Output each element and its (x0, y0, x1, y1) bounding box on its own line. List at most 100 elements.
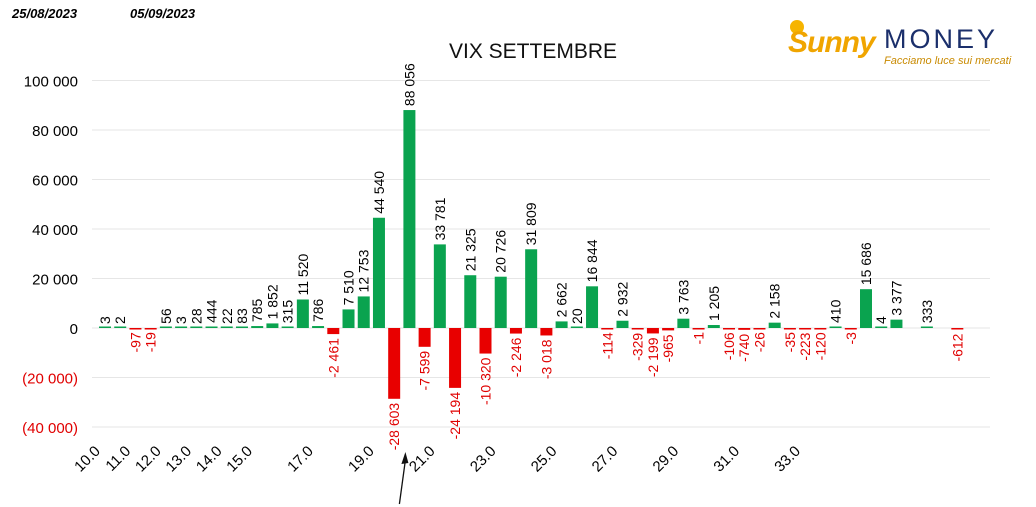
bar (327, 328, 340, 335)
y-tick-label: 100 000 (24, 74, 78, 91)
bar (190, 326, 203, 328)
bar-value-label: -612 (949, 333, 965, 361)
x-tick-label: 23.0 (467, 443, 500, 476)
bar-value-label: 16 844 (584, 239, 600, 282)
x-tick-label: 19.0 (345, 443, 378, 476)
arrow-shaft (398, 459, 407, 505)
bar (677, 318, 690, 328)
bar (844, 328, 857, 330)
bar-value-label: -114 (599, 332, 615, 359)
bar (723, 328, 736, 330)
bar (220, 326, 233, 328)
bar (403, 110, 416, 328)
x-tick-label: 33.0 (771, 443, 804, 476)
bar (479, 328, 492, 354)
bar-value-label: -2 199 (645, 337, 661, 377)
bar (738, 328, 751, 330)
bar (662, 328, 675, 331)
bar-value-label: -2 246 (508, 337, 524, 377)
annotations (398, 452, 409, 505)
bar (388, 328, 401, 399)
bar (418, 328, 431, 347)
bar-value-label: -24 194 (447, 392, 463, 440)
bar-value-label: 11 520 (295, 253, 311, 295)
bar-value-label: 22 (219, 308, 235, 324)
x-axis-ticks: 10.011.012.013.014.015.0 17.0 19.0 21.0 23.0… (71, 443, 804, 476)
sun-icon (790, 20, 804, 34)
bar-value-label: -28 603 (386, 403, 402, 451)
bar (114, 326, 127, 328)
bar (829, 326, 842, 328)
bar-value-label: -329 (630, 333, 646, 361)
x-tick-label: 17.0 (284, 443, 317, 476)
bar-value-label: 3 377 (888, 280, 904, 315)
y-tick-label: (20 000) (22, 371, 78, 388)
bar-value-label: -223 (797, 332, 813, 360)
bar (266, 323, 279, 328)
bar-value-label: 20 (569, 308, 585, 324)
x-tick-label: 29.0 (650, 443, 683, 476)
bar (342, 309, 355, 328)
bar (509, 328, 522, 334)
bar (99, 326, 111, 328)
x-tick-label: 10.0 (71, 443, 104, 476)
bar-value-label: 44 540 (371, 171, 387, 214)
bar-value-label: -3 (843, 332, 859, 345)
bar (692, 328, 705, 330)
x-tick-label: 13.0 (162, 443, 195, 476)
bar-value-label: -2 461 (325, 338, 341, 378)
bar (281, 326, 294, 328)
bar (860, 289, 872, 328)
logo-tagline: Facciamo luce sui mercati (884, 55, 1012, 67)
x-tick-label: 21.0 (406, 443, 439, 476)
x-tick-label: 15.0 (223, 443, 256, 476)
bar-value-label: 785 (249, 298, 265, 322)
bar-value-label: 444 (204, 299, 220, 323)
sunny-money-logo: Sunny MONEY Facciamo luce sui mercati (788, 20, 1020, 76)
chart-title: VIX SETTEMBRE (448, 40, 618, 63)
bar-value-label: -19 (143, 332, 159, 352)
y-axis-ticks: 100 000 80 000 60 000 40 000 20 000 0 (20 000)… (22, 74, 78, 438)
bar-value-label: 315 (280, 300, 296, 324)
bar-value-label: 1 852 (264, 284, 280, 319)
bar (159, 326, 172, 328)
bar (296, 299, 309, 328)
bar-value-label: 33 781 (432, 197, 448, 240)
bar (525, 249, 538, 328)
y-tick-label: 40 000 (32, 222, 78, 239)
bar-value-label: 2 158 (767, 283, 783, 318)
bar-value-label: 3 (97, 316, 113, 324)
bar-value-label: 4 (873, 316, 889, 324)
bar-value-label: 12 753 (356, 249, 372, 292)
bar (251, 326, 264, 328)
bar (783, 328, 796, 330)
bar (235, 326, 248, 328)
bar (920, 326, 933, 328)
bar-value-label: -106 (721, 332, 737, 360)
bar (372, 217, 385, 328)
bar-value-label: 786 (310, 298, 326, 322)
bar-value-label: 21 325 (462, 228, 478, 271)
bar (357, 296, 370, 328)
y-tick-label: 60 000 (32, 173, 78, 190)
bars (99, 110, 964, 399)
date-start: 25/08/2023 (12, 6, 78, 21)
bar-value-label: 2 (112, 316, 128, 324)
bar (175, 326, 188, 328)
x-tick-label: 12.0 (132, 443, 165, 476)
bar-value-label: -965 (660, 334, 676, 362)
bar-value-label: -97 (127, 332, 143, 352)
bar (144, 328, 157, 330)
bar (464, 275, 477, 328)
bar (646, 328, 659, 334)
bar (616, 320, 629, 328)
bar (540, 328, 553, 336)
bar (875, 326, 888, 328)
bar-value-label: 7 510 (341, 270, 357, 305)
bar (555, 321, 568, 328)
x-tick-label: 31.0 (710, 443, 743, 476)
bar-value-label: -3 018 (538, 339, 554, 379)
bar-value-label: -10 320 (478, 357, 494, 405)
